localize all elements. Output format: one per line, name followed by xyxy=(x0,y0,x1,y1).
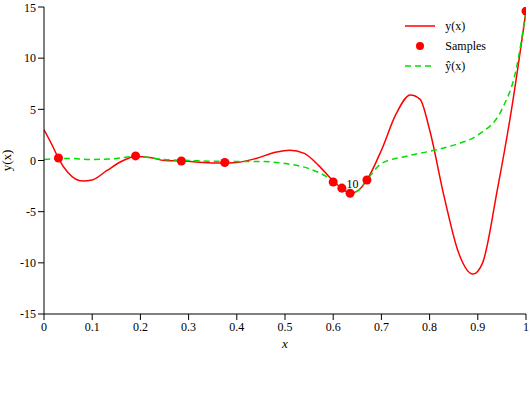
svg-text:0.1: 0.1 xyxy=(85,320,100,334)
svg-text:0: 0 xyxy=(30,154,36,168)
svg-text:0.2: 0.2 xyxy=(133,320,148,334)
svg-text:10: 10 xyxy=(24,51,36,65)
html-text:ŷ(x): ŷ(x) xyxy=(445,59,466,73)
svg-text:-10: -10 xyxy=(20,256,36,270)
svg-text:15: 15 xyxy=(24,1,36,15)
svg-text:0.4: 0.4 xyxy=(229,320,244,334)
svg-text:0: 0 xyxy=(41,320,47,334)
svg-text:1: 1 xyxy=(523,320,524,334)
svg-text:0.6: 0.6 xyxy=(326,320,341,334)
html-text:Samples: Samples xyxy=(445,39,486,53)
svg-text:x: x xyxy=(281,336,288,351)
svg-text:y(x): y(x) xyxy=(8,150,14,172)
svg-text:0.9: 0.9 xyxy=(470,320,485,334)
svg-text:-15: -15 xyxy=(20,307,36,321)
svg-text:10: 10 xyxy=(346,177,358,191)
svg-text:0.8: 0.8 xyxy=(422,320,437,334)
svg-text:5: 5 xyxy=(30,103,36,117)
html-text:y(x): y(x) xyxy=(445,19,466,33)
svg-text:-5: -5 xyxy=(26,205,36,219)
svg-text:0.7: 0.7 xyxy=(374,320,389,334)
svg-text:0.5: 0.5 xyxy=(278,320,293,334)
svg-text:0.3: 0.3 xyxy=(181,320,196,334)
